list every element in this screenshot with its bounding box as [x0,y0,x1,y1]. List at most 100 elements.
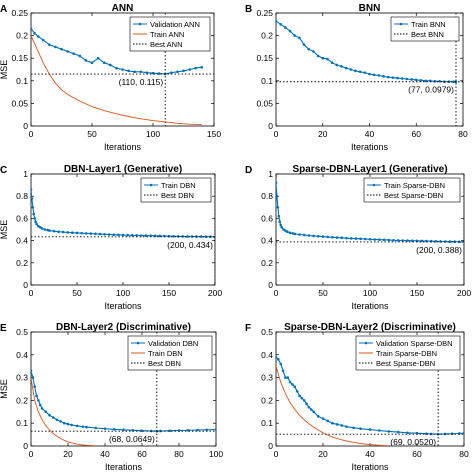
data-point [281,369,285,373]
data-point [349,68,353,71]
data-point [121,233,125,237]
x-tick-label: 100 [209,449,223,459]
x-tick-label: 150 [162,288,176,298]
data-point [158,234,162,238]
data-point [115,66,118,70]
data-point [135,234,139,237]
y-tick-label: 0.3 [261,373,273,383]
data-point [282,228,285,231]
data-point [32,212,36,216]
data-point [279,362,283,366]
data-point [279,223,283,227]
data-point [286,376,290,379]
data-point [307,47,311,51]
data-point [302,43,306,46]
x-tick-label: 200 [208,288,222,298]
data-point [41,38,45,42]
data-point [386,75,390,79]
legend-marker [149,183,153,187]
x-tick-label: 0 [29,129,34,139]
legend-label: Train Sparse-DBN [376,349,437,358]
x-tick-label: 100 [363,288,377,298]
panel-letter: C [0,165,7,176]
data-layer [31,174,215,285]
y-tick-label: 0.2 [16,258,28,268]
y-tick-label: 0.8 [16,191,28,201]
data-point [35,222,38,226]
data-point [276,355,278,359]
data-point [293,232,297,236]
y-tick-label: 0.8 [261,191,273,201]
data-point [317,234,320,238]
y-tick-label: 0.5 [261,327,273,337]
data-point [145,71,149,74]
x-tick-label: 100 [116,288,130,298]
data-point [359,237,362,241]
x-axis-label: Iterations [351,462,389,472]
data-point [126,233,129,237]
legend-marker [399,22,403,26]
data-point [326,57,329,61]
data-point [288,29,292,33]
data-point [34,220,37,224]
legend-box [363,177,461,203]
data-point [425,432,428,435]
data-point [302,399,306,402]
data-point [450,432,454,435]
data-point [71,231,74,235]
series-line-1 [276,366,389,446]
legend-label: Best DBN [148,359,181,368]
data-point [387,430,391,433]
panel-letter: F [245,323,251,334]
data-point [411,239,414,243]
data-point [358,70,362,74]
data-point [194,66,197,70]
data-point [80,231,83,235]
data-point [98,232,102,236]
y-tick-label: 0.6 [16,213,28,223]
x-tick-label: 50 [72,288,82,298]
x-tick-label: 0 [274,288,279,298]
legend-label: Best Sparse-DBN [376,359,435,368]
data-point [396,76,399,80]
data-point [144,234,148,237]
data-point [462,431,464,435]
data-point [340,65,343,68]
data-point [75,424,79,428]
data-point [48,43,51,46]
data-point [31,188,33,191]
data-point [107,233,111,236]
chart-title: Sparse-DBN-Layer1 (Generative) [292,164,447,175]
chart-title: ANN [112,3,134,14]
data-point [81,425,85,428]
data-point [368,428,372,431]
data-point [298,233,301,236]
data-point [400,77,404,80]
y-axis-label: MSE [0,220,9,240]
legend-marker [138,22,142,26]
data-point [321,417,325,420]
data-point [168,429,172,433]
y-tick-label: 1 [268,169,273,179]
data-point [288,380,292,384]
data-point [340,236,344,240]
x-axis-label: Iterations [351,142,389,152]
data-point [312,50,315,53]
chart-panel-f: F Sparse-DBN-Layer2 (Discriminative) 0 20 40… [245,322,469,472]
y-tick-label: 0.25 [256,8,273,18]
data-point [321,235,325,238]
data-point [298,36,301,40]
data-point [186,235,189,238]
panel-letter: B [245,4,252,15]
data-point [396,239,400,242]
legend-label: Best DBN [161,191,194,200]
best-annotation: (110, 0.115) [119,77,164,87]
data-point [204,235,208,239]
x-tick-label: 40 [100,449,110,459]
data-point [405,77,409,81]
chart-title: DBN-Layer1 (Generative) [64,164,182,175]
